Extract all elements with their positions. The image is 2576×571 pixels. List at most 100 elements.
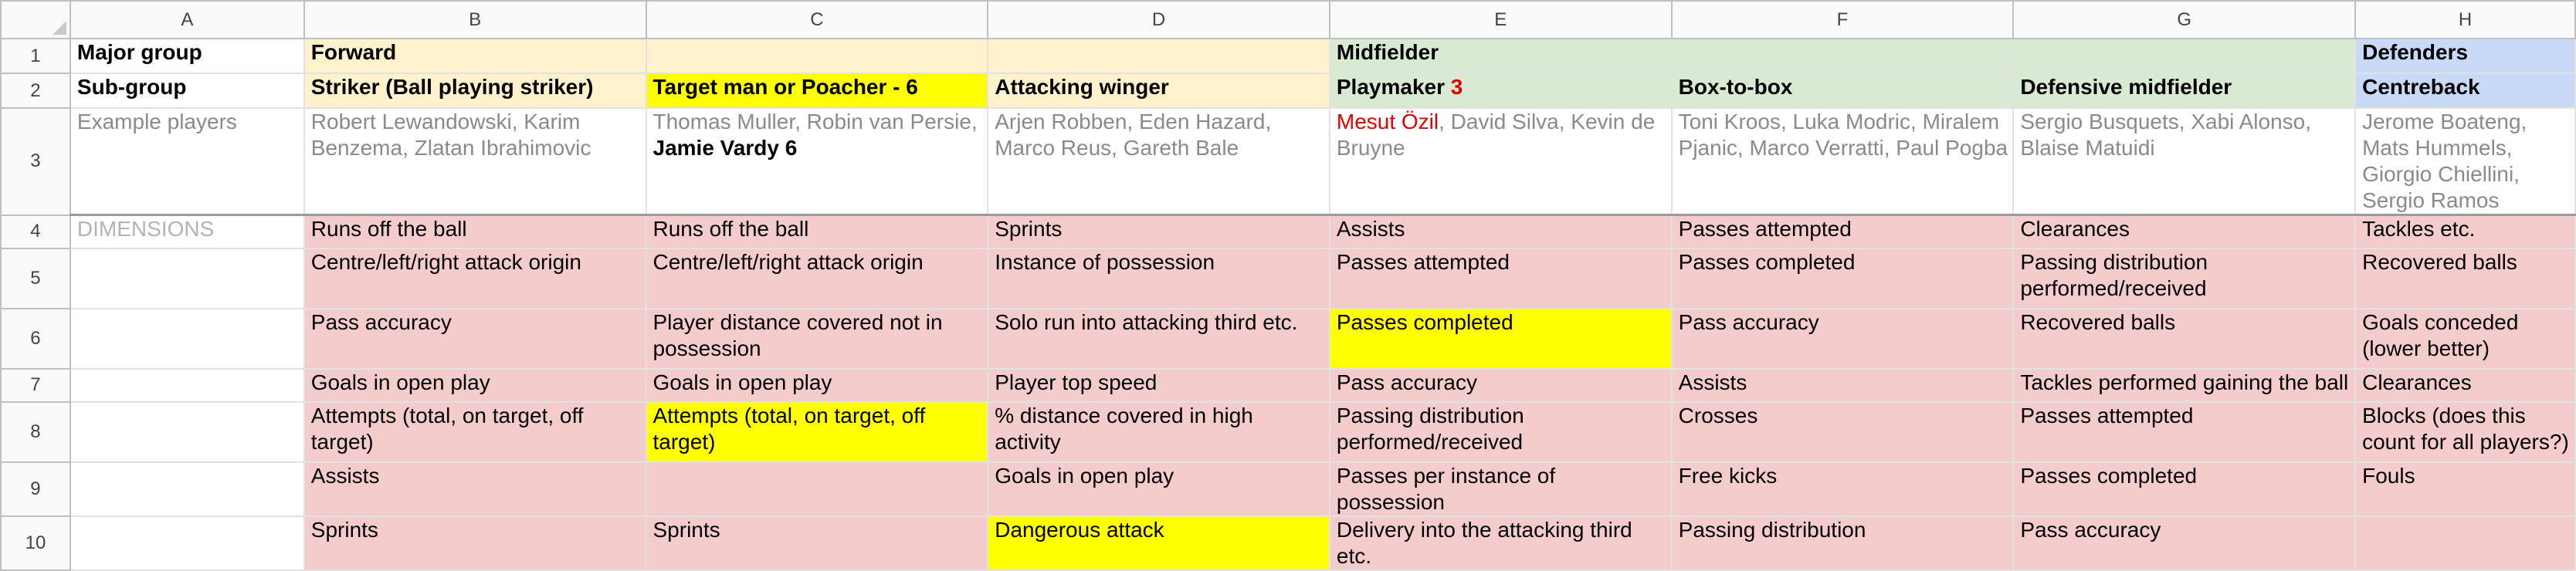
cell-b4[interactable]: Runs off the ball <box>303 214 647 249</box>
cell-e1[interactable]: Midfielder <box>1328 38 1673 74</box>
cell-c8[interactable]: Attempts (total, on target, off target) <box>645 400 989 463</box>
cell-a7[interactable] <box>69 367 305 403</box>
column-header-b[interactable]: B <box>303 0 647 39</box>
cell-e2-count: 3 <box>1450 75 1463 99</box>
cell-e2[interactable]: Playmaker 3 <box>1328 73 1673 109</box>
cell-d10[interactable]: Dangerous attack <box>987 515 1330 571</box>
cell-h2[interactable]: Centreback <box>2354 73 2576 109</box>
cell-h7[interactable]: Clearances <box>2354 367 2576 403</box>
cell-c1[interactable] <box>645 38 989 74</box>
cell-g7[interactable]: Tackles performed gaining the ball <box>2012 367 2357 403</box>
cell-b6[interactable]: Pass accuracy <box>303 307 647 370</box>
cell-h6[interactable]: Goals conceded (lower better) <box>2354 307 2576 370</box>
cell-e7[interactable]: Pass accuracy <box>1328 367 1673 403</box>
cell-d4[interactable]: Sprints <box>987 214 1330 249</box>
cell-c4[interactable]: Runs off the ball <box>645 214 989 249</box>
cell-e10[interactable]: Delivery into the attacking third etc. <box>1328 515 1673 571</box>
cell-h5[interactable]: Recovered balls <box>2354 247 2576 309</box>
cell-b5[interactable]: Centre/left/right attack origin <box>303 247 647 309</box>
cell-g6[interactable]: Recovered balls <box>2012 307 2357 370</box>
cell-d6[interactable]: Solo run into attacking third etc. <box>987 307 1330 370</box>
row-header-7[interactable]: 7 <box>0 367 71 403</box>
cell-e6[interactable]: Passes completed <box>1328 307 1673 370</box>
cell-h4[interactable]: Tackles etc. <box>2354 214 2576 249</box>
cell-g2[interactable]: Defensive midfielder <box>2012 73 2357 109</box>
cell-h10[interactable] <box>2354 515 2576 571</box>
cell-f1[interactable] <box>1670 38 2015 74</box>
cell-a4[interactable]: DIMENSIONS <box>69 214 305 249</box>
cell-a10[interactable] <box>69 515 305 571</box>
cell-d9[interactable]: Goals in open play <box>987 461 1330 517</box>
column-header-d[interactable]: D <box>987 0 1330 39</box>
cell-b7[interactable]: Goals in open play <box>303 367 647 403</box>
cell-c3[interactable]: Thomas Muller, Robin van Persie, Jamie V… <box>645 107 989 216</box>
cell-f7[interactable]: Assists <box>1670 367 2015 403</box>
row-header-2[interactable]: 2 <box>0 73 71 109</box>
cell-g4[interactable]: Clearances <box>2012 214 2357 249</box>
cell-e5[interactable]: Passes attempted <box>1328 247 1673 309</box>
cell-e9[interactable]: Passes per instance of possession <box>1328 461 1673 517</box>
cell-d5[interactable]: Instance of possession <box>987 247 1330 309</box>
row-header-8[interactable]: 8 <box>0 400 71 463</box>
column-header-h[interactable]: H <box>2354 0 2576 39</box>
cell-h8[interactable]: Blocks (does this count for all players?… <box>2354 400 2576 463</box>
select-all-corner[interactable] <box>0 0 71 39</box>
row-header-5[interactable]: 5 <box>0 247 71 309</box>
cell-c9[interactable] <box>645 461 989 517</box>
cell-a6[interactable] <box>69 307 305 370</box>
cell-h9[interactable]: Fouls <box>2354 461 2576 517</box>
cell-f2[interactable]: Box-to-box <box>1670 73 2015 109</box>
cell-a3[interactable]: Example players <box>69 107 305 216</box>
cell-b1[interactable]: Forward <box>303 38 647 74</box>
cell-e3[interactable]: Mesut Özil, David Silva, Kevin de Bruyne <box>1328 107 1673 216</box>
cell-d7[interactable]: Player top speed <box>987 367 1330 403</box>
column-header-e[interactable]: E <box>1328 0 1673 39</box>
row-header-10[interactable]: 10 <box>0 515 71 571</box>
row-header-1[interactable]: 1 <box>0 38 71 74</box>
cell-b3[interactable]: Robert Lewandowski, Karim Benzema, Zlata… <box>303 107 647 216</box>
cell-g3[interactable]: Sergio Busquets, Xabi Alonso, Blaise Mat… <box>2012 107 2357 216</box>
row-header-3[interactable]: 3 <box>0 107 71 216</box>
column-header-g[interactable]: G <box>2012 0 2357 39</box>
cell-b9[interactable]: Assists <box>303 461 647 517</box>
column-header-c[interactable]: C <box>645 0 989 39</box>
cell-d8[interactable]: % distance covered in high activity <box>987 400 1330 463</box>
cell-a1[interactable]: Major group <box>69 38 305 74</box>
cell-e8[interactable]: Passing distribution performed/received <box>1328 400 1673 463</box>
cell-c2[interactable]: Target man or Poacher - 6 <box>645 73 989 109</box>
cell-h1[interactable]: Defenders <box>2354 38 2576 74</box>
cell-b2[interactable]: Striker (Ball playing striker) <box>303 73 647 109</box>
row-header-4[interactable]: 4 <box>0 214 71 249</box>
cell-g8[interactable]: Passes attempted <box>2012 400 2357 463</box>
cell-f10[interactable]: Passing distribution <box>1670 515 2015 571</box>
row-header-6[interactable]: 6 <box>0 307 71 370</box>
cell-c6[interactable]: Player distance covered not in possessio… <box>645 307 989 370</box>
cell-a9[interactable] <box>69 461 305 517</box>
cell-d3[interactable]: Arjen Robben, Eden Hazard, Marco Reus, G… <box>987 107 1330 216</box>
cell-f6[interactable]: Pass accuracy <box>1670 307 2015 370</box>
cell-c10[interactable]: Sprints <box>645 515 989 571</box>
cell-g9[interactable]: Passes completed <box>2012 461 2357 517</box>
cell-d1[interactable] <box>987 38 1330 74</box>
cell-a8[interactable] <box>69 400 305 463</box>
row-header-9[interactable]: 9 <box>0 461 71 517</box>
cell-g10[interactable]: Pass accuracy <box>2012 515 2357 571</box>
cell-f8[interactable]: Crosses <box>1670 400 2015 463</box>
cell-g5[interactable]: Passing distribution performed/received <box>2012 247 2357 309</box>
cell-f3[interactable]: Toni Kroos, Luka Modric, Miralem Pjanic,… <box>1670 107 2015 216</box>
column-header-f[interactable]: F <box>1670 0 2015 39</box>
cell-c5[interactable]: Centre/left/right attack origin <box>645 247 989 309</box>
cell-h3[interactable]: Jerome Boateng, Mats Hummels, Giorgio Ch… <box>2354 107 2576 216</box>
cell-g1[interactable] <box>2012 38 2357 74</box>
cell-a2[interactable]: Sub-group <box>69 73 305 109</box>
cell-c7[interactable]: Goals in open play <box>645 367 989 403</box>
cell-a5[interactable] <box>69 247 305 309</box>
cell-f9[interactable]: Free kicks <box>1670 461 2015 517</box>
column-header-a[interactable]: A <box>69 0 305 39</box>
cell-b10[interactable]: Sprints <box>303 515 647 571</box>
cell-d2[interactable]: Attacking winger <box>987 73 1330 109</box>
cell-f4[interactable]: Passes attempted <box>1670 214 2015 249</box>
cell-b8[interactable]: Attempts (total, on target, off target) <box>303 400 647 463</box>
cell-f5[interactable]: Passes completed <box>1670 247 2015 309</box>
cell-e4[interactable]: Assists <box>1328 214 1673 249</box>
